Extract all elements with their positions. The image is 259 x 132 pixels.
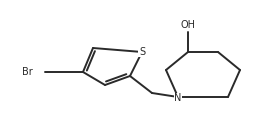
Text: OH: OH [181, 20, 196, 30]
Text: N: N [174, 93, 182, 103]
Text: Br: Br [22, 67, 33, 77]
Text: S: S [139, 47, 145, 57]
